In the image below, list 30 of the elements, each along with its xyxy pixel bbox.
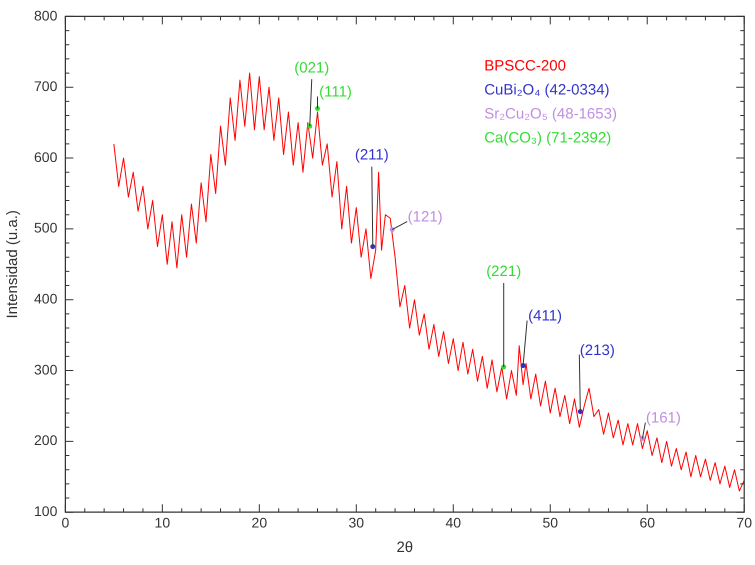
y-tick-label: 400 (34, 290, 58, 307)
annotation: (411) (528, 308, 562, 325)
y-tick-label: 600 (34, 148, 58, 165)
x-tick-label: 70 (736, 514, 752, 530)
x-tick-label: 40 (445, 514, 462, 530)
y-tick-label: 500 (34, 220, 58, 236)
x-tick-label: 20 (252, 514, 268, 530)
x-tick-label: 50 (542, 514, 558, 530)
text: Ca(CO₃) (71-2392) (484, 130, 612, 147)
text: BPSCC-200 (484, 58, 566, 75)
x-tick-label: 60 (639, 514, 656, 530)
y-tick-label: 800 (34, 7, 58, 24)
text: Sr₂Cu₂O₅ (48-1653) (484, 106, 617, 123)
y-tick-label: 300 (34, 361, 58, 378)
y-tick-label: 100 (34, 503, 58, 520)
x-tick-label: 10 (154, 514, 170, 530)
annotation: (021) (294, 59, 330, 76)
annotation: (161) (646, 410, 681, 427)
annotation: (213) (580, 342, 615, 359)
y-axis-title: Intensidad (u.a.) (4, 210, 22, 319)
x-tick-label: 30 (348, 514, 364, 530)
y-tick-label: 700 (34, 78, 58, 94)
annotation: (121) (408, 208, 443, 226)
x-axis-title: 2θ (396, 539, 414, 556)
y-tick-label: 200 (34, 432, 58, 448)
annotation: (111) (319, 84, 352, 101)
annotation: (211) (354, 146, 389, 164)
text: CuBi₂O₄ (42-0334) (484, 82, 610, 99)
x-tick-label: 0 (61, 514, 70, 530)
annotation: (221) (486, 263, 522, 280)
